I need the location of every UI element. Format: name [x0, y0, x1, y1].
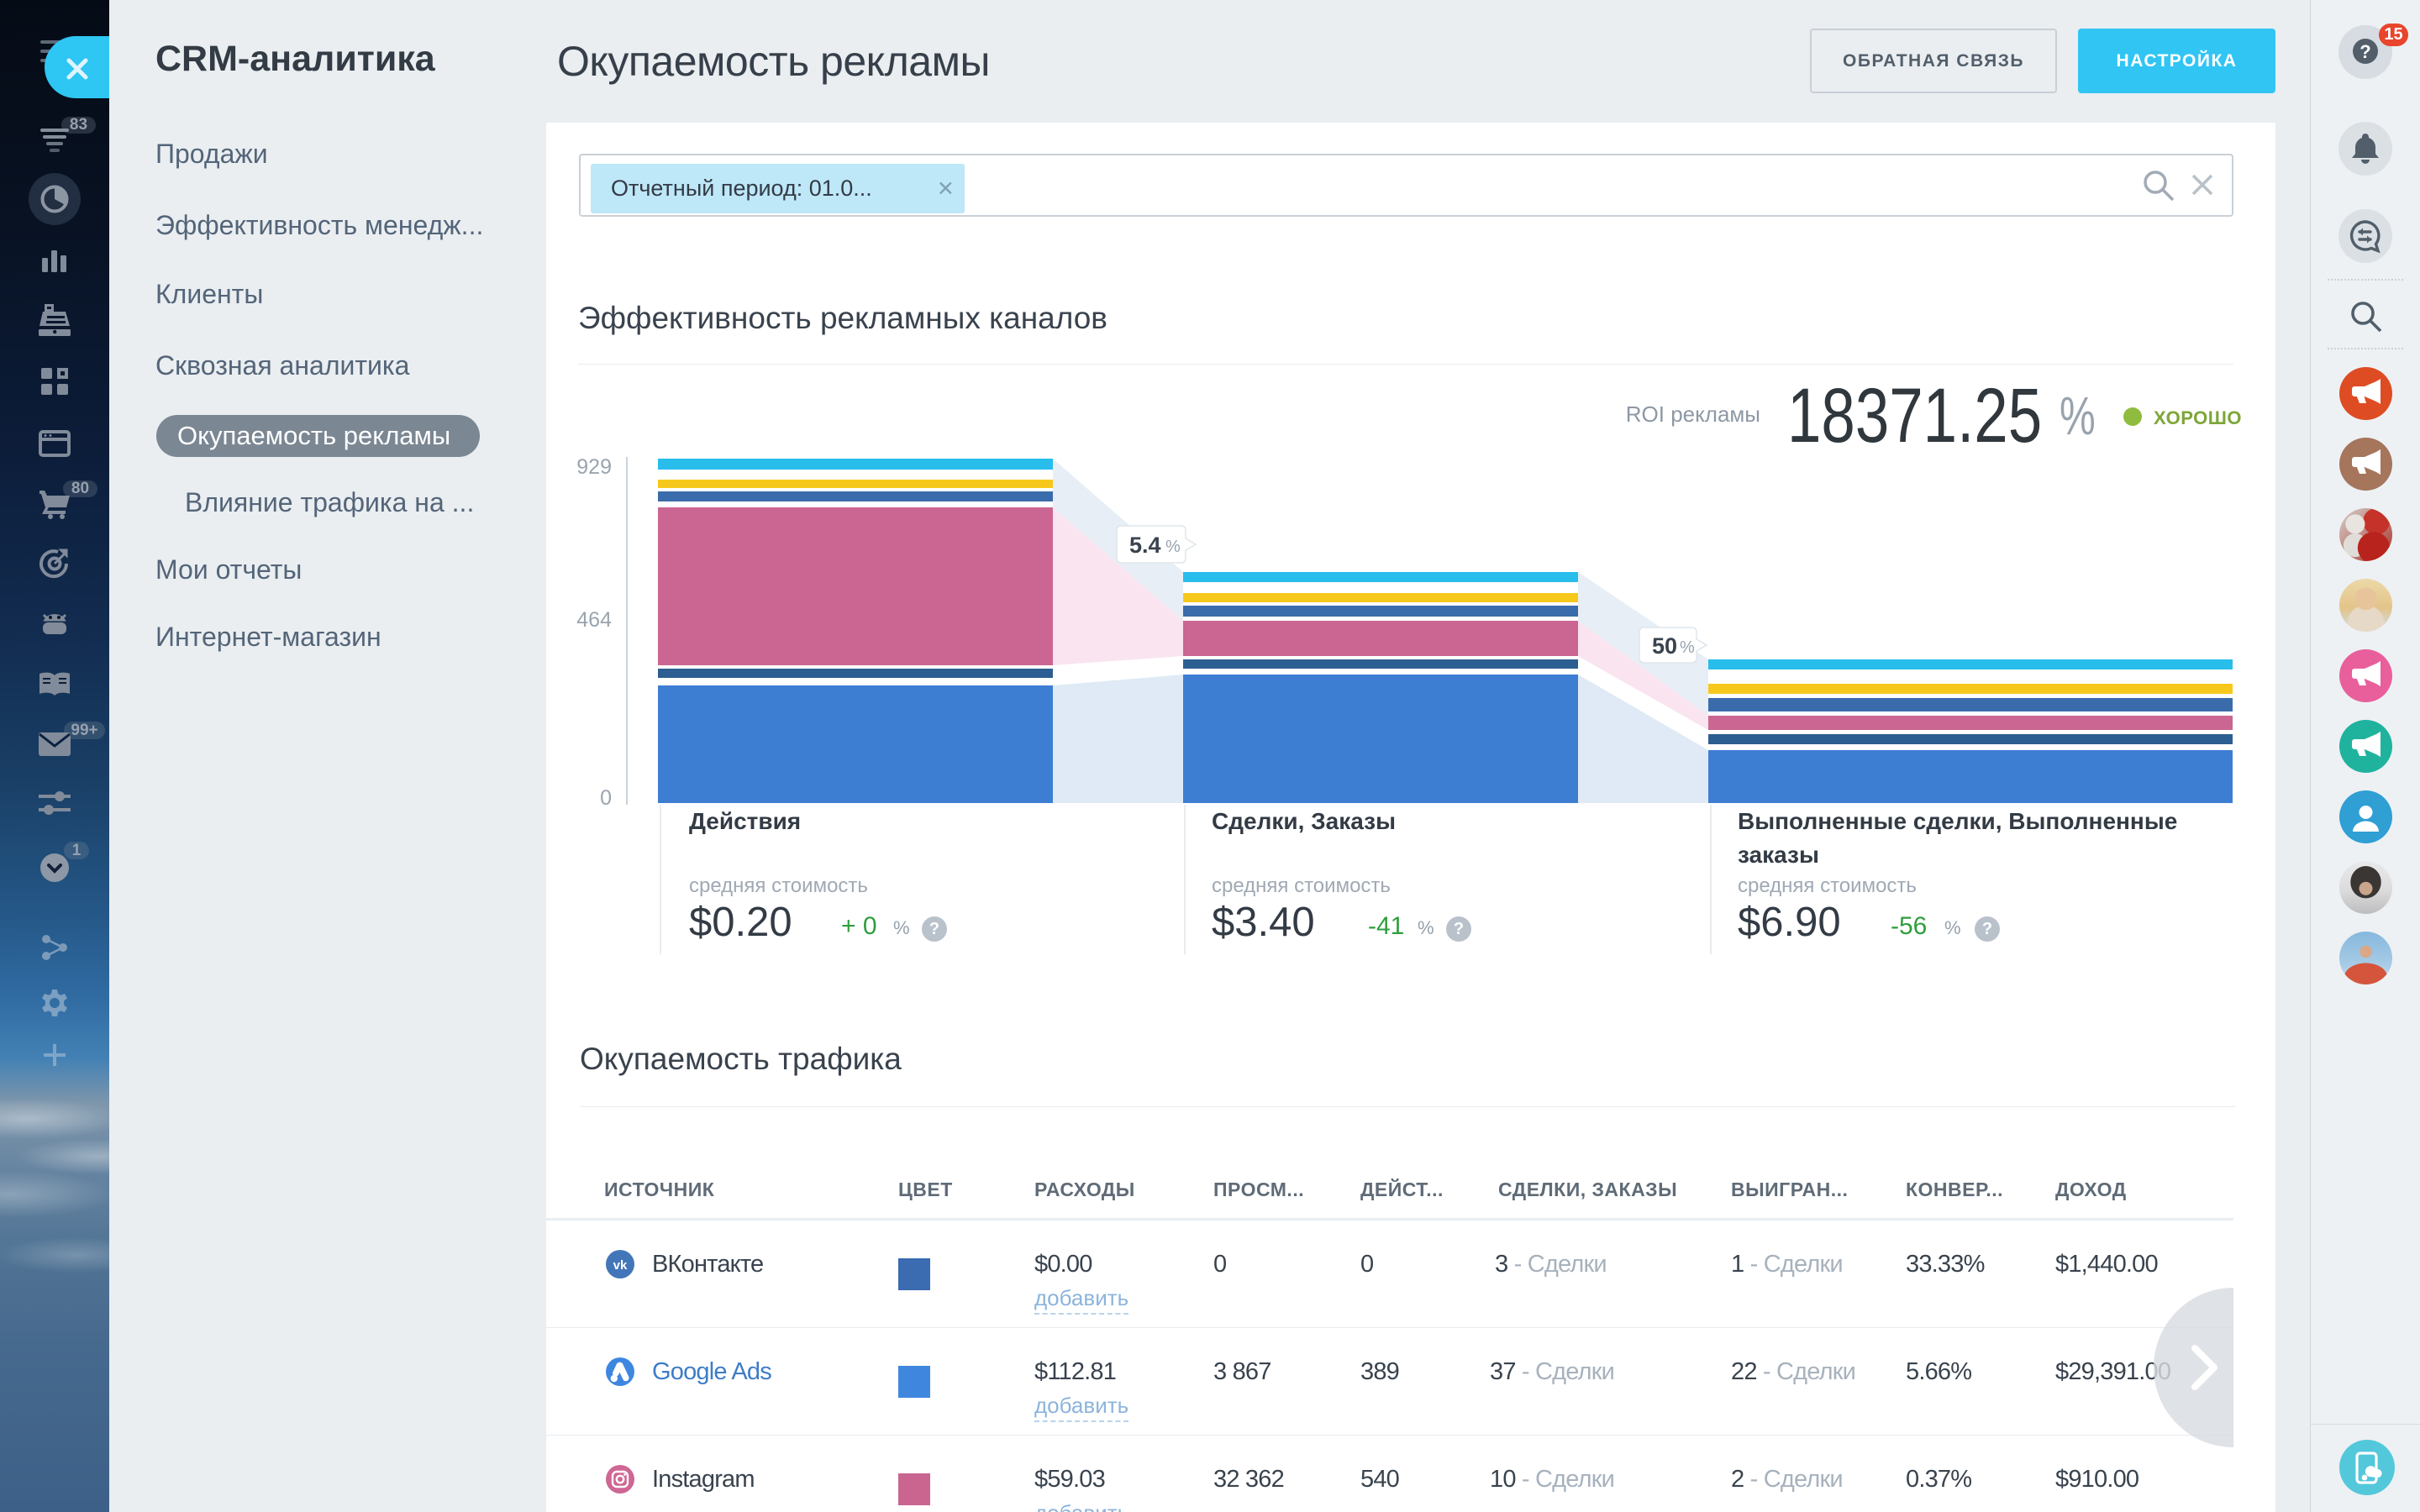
- svg-text:%: %: [1680, 638, 1695, 657]
- svg-text:929: 929: [576, 455, 612, 479]
- svg-text:464: 464: [576, 608, 612, 632]
- svg-text:5.4: 5.4: [1129, 533, 1161, 558]
- svg-text:?: ?: [2360, 41, 2370, 62]
- svg-text:50: 50: [1652, 633, 1677, 659]
- svg-text:0: 0: [600, 786, 612, 810]
- svg-text:vk: vk: [613, 1258, 628, 1273]
- svg-text:%: %: [1165, 538, 1181, 556]
